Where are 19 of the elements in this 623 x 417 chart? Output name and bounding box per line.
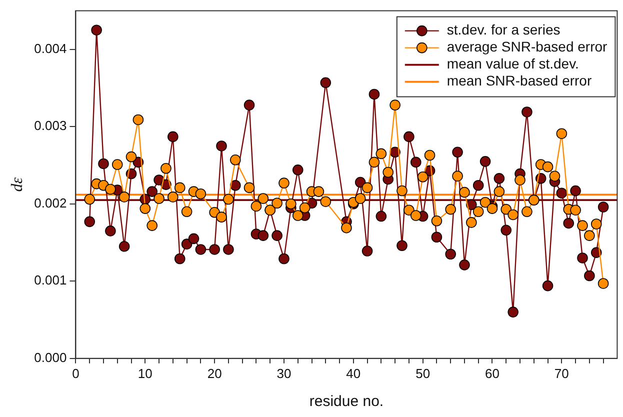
y-tick-label: 0.000 bbox=[34, 350, 67, 365]
y-tick-label: 0.004 bbox=[34, 41, 67, 56]
legend-label: average SNR-based error bbox=[446, 38, 608, 55]
x-tick-label: 60 bbox=[485, 366, 500, 381]
y-tick-label: 0.003 bbox=[34, 118, 67, 134]
y-tick-label: 0.001 bbox=[34, 272, 67, 288]
legend-label: st.dev. for a series bbox=[446, 22, 560, 38]
legend-label: mean value of st.dev. bbox=[446, 56, 579, 72]
x-axis-title: residue no. bbox=[309, 393, 384, 410]
y-tick-label: 0.002 bbox=[34, 195, 67, 210]
x-tick-label: 10 bbox=[138, 366, 152, 381]
x-tick-label: 20 bbox=[207, 366, 222, 381]
y-axis-title: dε bbox=[8, 176, 26, 192]
x-tick-label: 30 bbox=[276, 366, 292, 381]
x-tick-label: 50 bbox=[416, 366, 430, 381]
legend-label: mean SNR-based error bbox=[446, 72, 592, 89]
x-tick-label: 40 bbox=[346, 366, 361, 381]
x-tick-label: 0 bbox=[72, 366, 80, 381]
x-tick-label: 70 bbox=[554, 366, 569, 381]
